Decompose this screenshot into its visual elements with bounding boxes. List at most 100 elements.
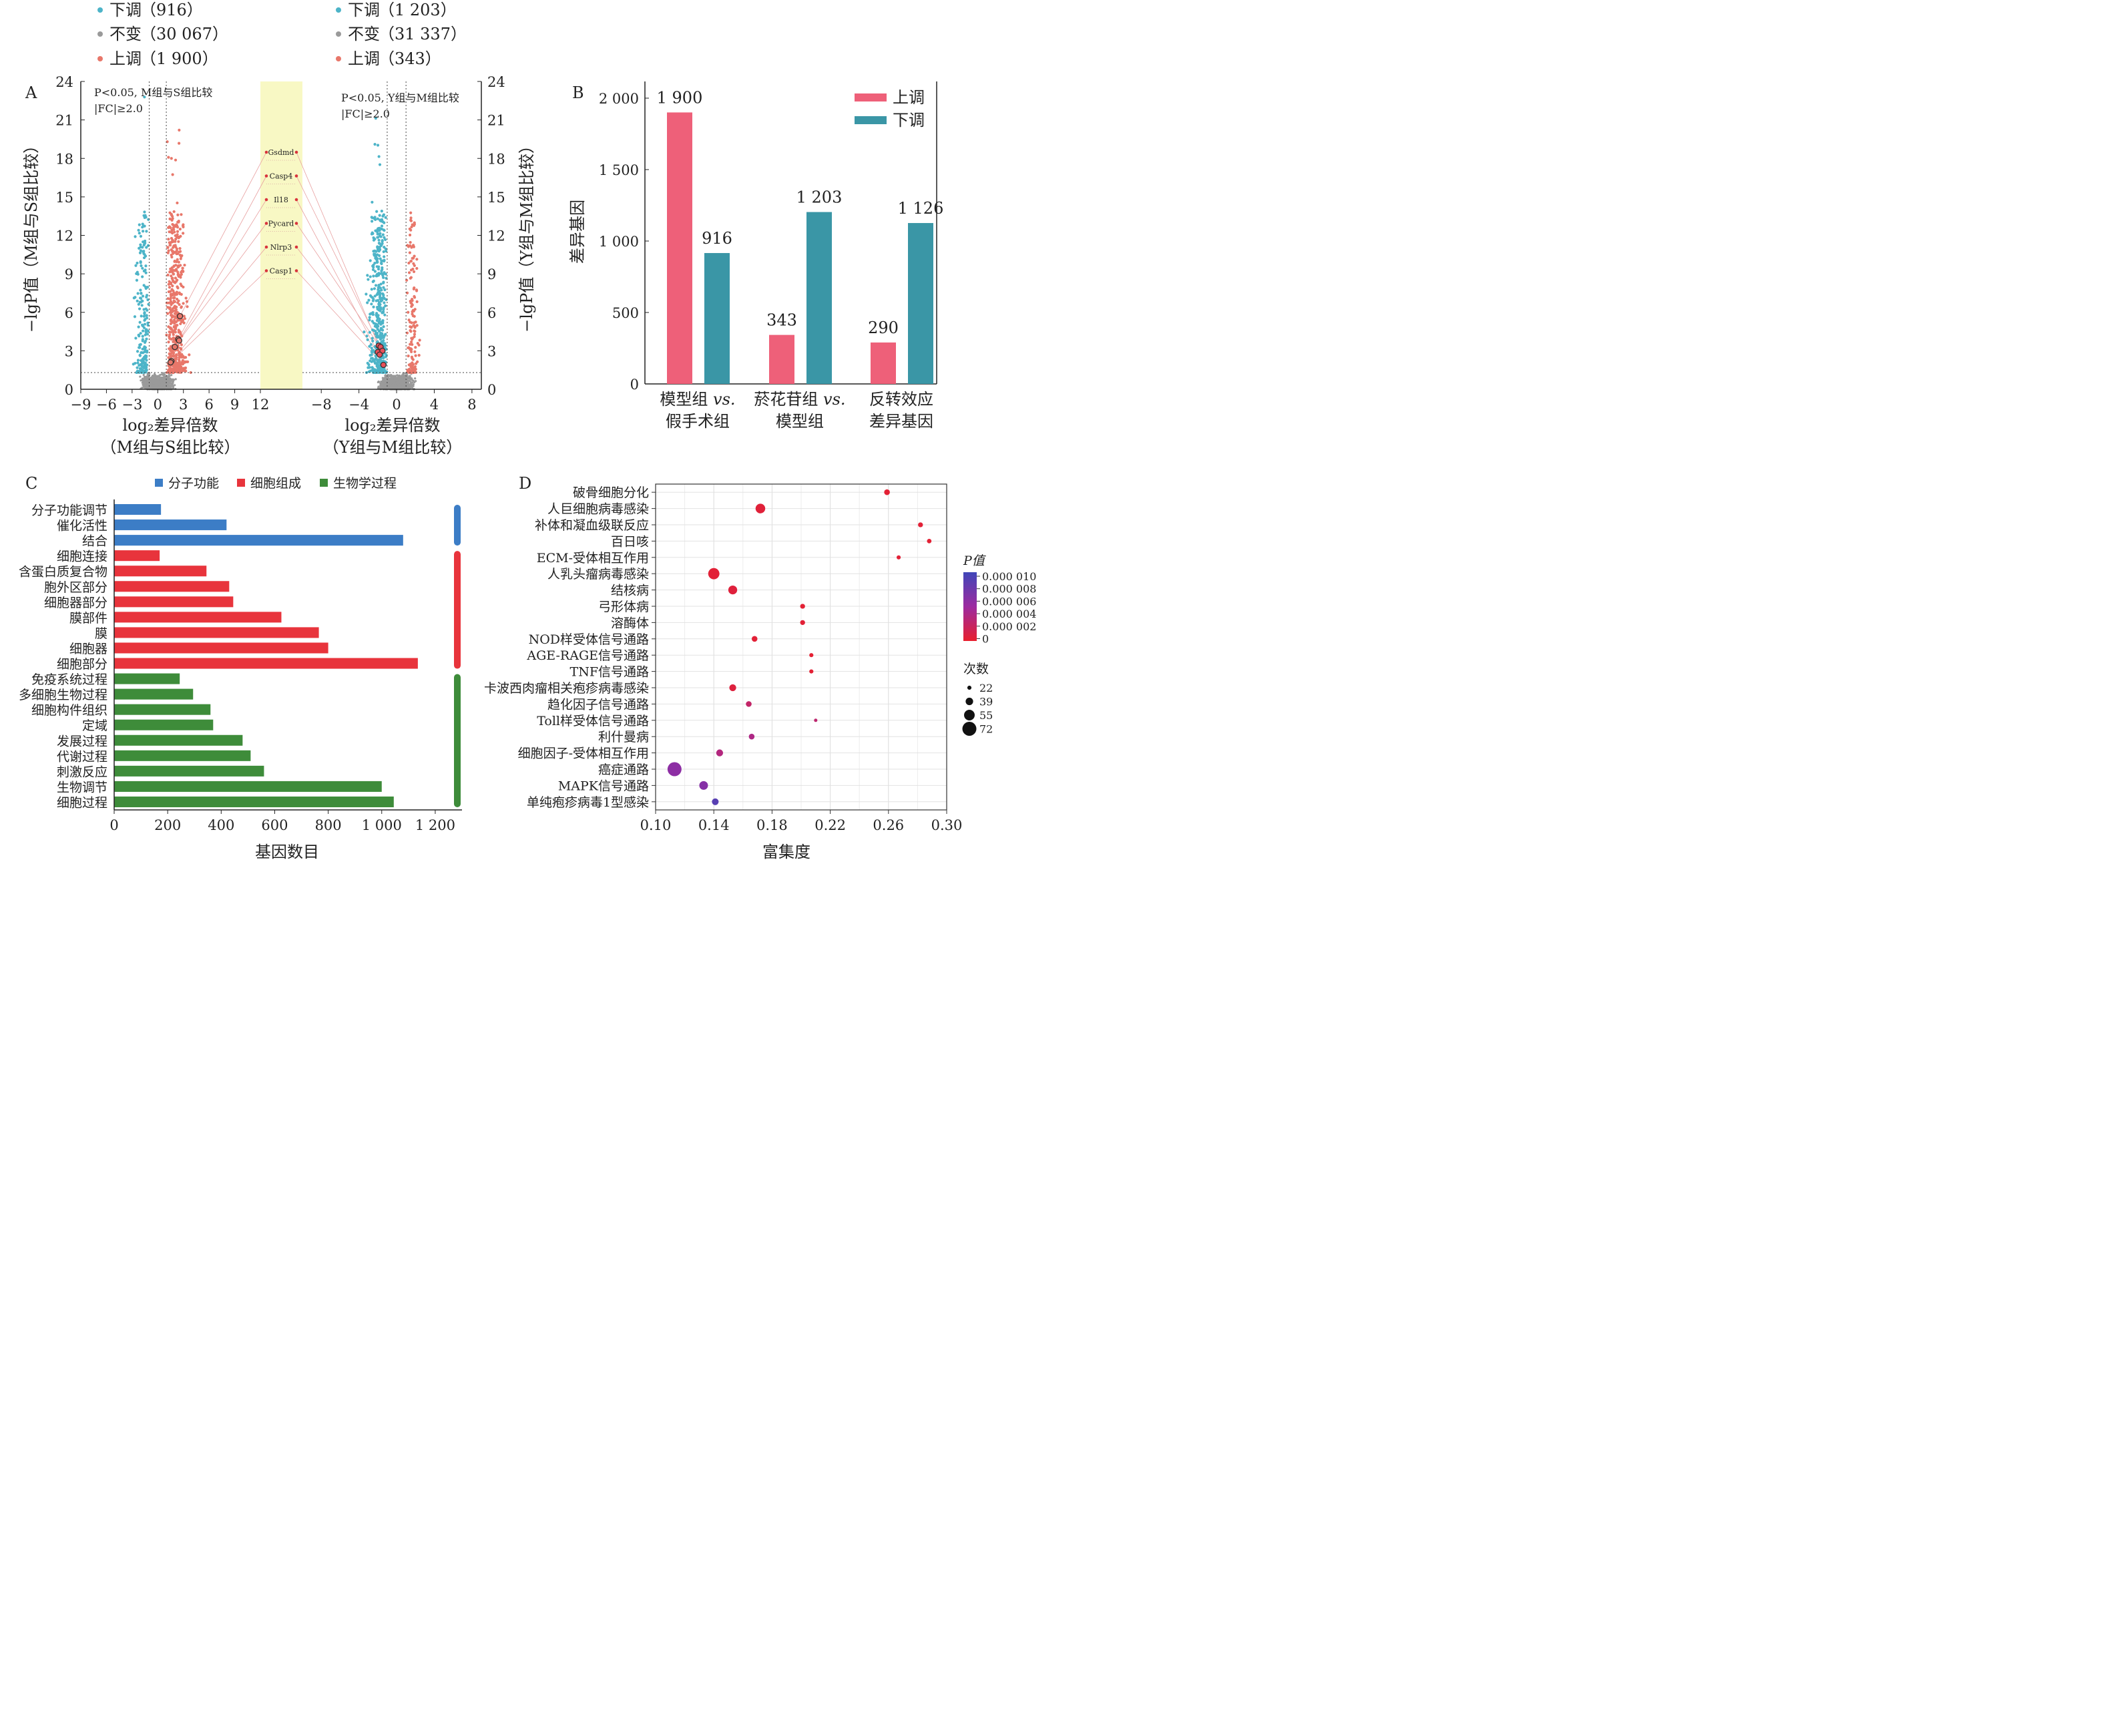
ytick-right-label: 21	[487, 113, 505, 129]
point-nochange	[410, 383, 413, 387]
gene-dot-right	[294, 150, 298, 154]
point-down	[141, 246, 144, 249]
point-up	[414, 371, 418, 374]
point-down	[143, 322, 147, 326]
point-up	[411, 267, 415, 271]
point-down	[382, 296, 386, 300]
panel-c-go: C 分子功能 细胞组成 生物学过程 分子功能调节催化活性结合细胞连接含蛋白质复合…	[19, 474, 462, 861]
ytick-left-label: 6	[65, 305, 73, 321]
point-down	[375, 363, 379, 367]
point-nochange	[400, 375, 403, 378]
point-up	[176, 370, 179, 373]
point-up	[170, 240, 174, 243]
kegg-pathway-label: 结核病	[611, 584, 649, 598]
point-down	[140, 362, 144, 365]
point-down	[369, 343, 373, 346]
point-up	[167, 301, 171, 304]
point-nochange	[146, 387, 149, 389]
point-up	[172, 299, 176, 302]
point-up	[186, 305, 189, 308]
go-bar	[114, 673, 180, 684]
point-up	[174, 264, 178, 267]
point-nochange	[156, 381, 158, 383]
point-down	[373, 362, 377, 365]
point-down	[369, 353, 372, 357]
point-up	[171, 276, 174, 280]
point-down	[380, 269, 383, 273]
vs-text: vs.	[818, 390, 845, 409]
point-up	[175, 292, 179, 296]
point-down	[373, 143, 377, 146]
point-down	[143, 239, 147, 243]
point-down	[371, 232, 375, 236]
point-nochange	[393, 379, 397, 381]
point-up	[417, 353, 421, 357]
point-down	[136, 272, 140, 276]
go-xtick-label: 1 200	[415, 817, 455, 833]
go-bar	[114, 566, 207, 577]
point-down	[136, 371, 139, 374]
point-up	[180, 270, 183, 274]
xtick-right-label: 4	[430, 397, 439, 413]
ytick-right-label: 18	[487, 151, 505, 167]
point-up	[411, 337, 414, 341]
point-down	[144, 264, 148, 268]
point-down	[377, 155, 381, 158]
kegg-xtick-label: 0.10	[640, 817, 672, 833]
point-down	[374, 284, 378, 287]
kegg-bubble	[716, 749, 724, 756]
point-up	[184, 366, 188, 370]
point-up	[410, 321, 413, 324]
point-up	[175, 252, 178, 256]
point-down	[143, 210, 146, 214]
point-up	[168, 369, 171, 373]
kegg-bubble	[884, 489, 890, 495]
point-up	[169, 355, 172, 358]
point-down	[140, 323, 144, 327]
bar-b-category-line1: 菸花苷组 vs.	[754, 390, 845, 409]
point-up	[409, 348, 412, 351]
point-nochange	[156, 386, 159, 389]
point-nochange	[396, 381, 399, 383]
point-up	[170, 212, 173, 216]
point-nochange	[389, 377, 391, 381]
point-down	[366, 274, 369, 277]
point-up	[408, 251, 411, 254]
point-down	[375, 230, 379, 234]
point-down	[377, 289, 381, 292]
point-up	[178, 354, 182, 357]
point-up	[169, 281, 173, 284]
point-down	[375, 250, 378, 253]
point-up	[175, 290, 178, 294]
bar-down	[806, 212, 832, 384]
point-up	[176, 230, 180, 233]
point-down	[370, 302, 373, 306]
point-up	[178, 236, 181, 239]
highlighted-gene-point	[176, 337, 182, 344]
point-nochange	[144, 380, 146, 383]
point-up	[407, 271, 411, 274]
point-nochange	[401, 382, 403, 385]
point-down	[139, 343, 142, 346]
kegg-bubble	[800, 620, 805, 626]
point-up	[406, 244, 409, 247]
go-group-bracket	[454, 505, 461, 546]
point-down	[383, 334, 386, 337]
point-down	[371, 280, 375, 283]
point-up	[171, 268, 174, 272]
go-xtick-label: 400	[208, 817, 234, 833]
kegg-size-dot	[965, 697, 973, 706]
point-up	[413, 254, 416, 258]
point-down	[137, 228, 140, 232]
highlighted-gene-point	[172, 343, 178, 351]
point-up	[172, 289, 175, 292]
point-nochange	[409, 375, 411, 377]
xtick-right-label: 0	[392, 397, 401, 413]
point-down	[144, 307, 148, 310]
point-up	[413, 222, 417, 226]
point-up	[171, 223, 174, 226]
point-up	[413, 350, 417, 353]
point-down	[369, 259, 372, 262]
point-down	[140, 264, 143, 268]
